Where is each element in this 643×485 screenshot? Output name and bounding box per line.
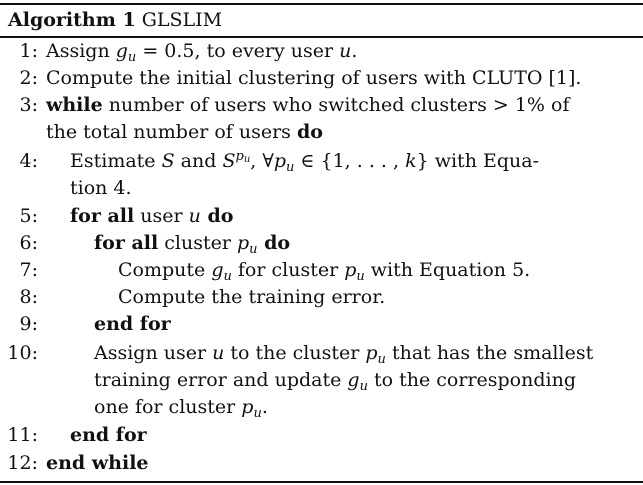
line-number: 12: [7, 452, 38, 474]
line-text: Compute the training error. [118, 286, 386, 308]
line-text: for all user u do [70, 205, 234, 227]
line-number: 6: [19, 232, 39, 254]
line-number: 2: [19, 67, 39, 89]
line-number: 10: [7, 342, 38, 364]
line-number: 11: [7, 424, 38, 446]
line-text: end for [70, 424, 147, 446]
algorithm-title: Algorithm 1 GLSLIM [8, 8, 222, 32]
line-number: 5: [19, 205, 39, 227]
line-text: Assign gu = 0.5, to every user u. [46, 40, 358, 65]
line-text: training error and update gu to the corr… [94, 369, 576, 394]
line-number: 9: [19, 313, 39, 335]
keyword-do: do [296, 121, 323, 143]
line-number: 4: [19, 150, 39, 172]
bottom-rule [0, 481, 643, 483]
line-text: Assign user u to the cluster pu that has… [94, 342, 594, 367]
line-text: Compute gu for cluster pu with Equation … [118, 259, 531, 284]
line-text: Estimate S and Spu, ∀pu ∈ {1, . . . , k}… [70, 149, 539, 175]
line-number: 1: [19, 40, 39, 62]
top-rule [0, 3, 643, 5]
header-rule [0, 36, 643, 38]
line-number: 3: [19, 94, 39, 116]
line-number: 8: [19, 286, 39, 308]
keyword-while: while [46, 94, 103, 116]
line-number: 7: [19, 259, 39, 281]
algorithm-label: Algorithm 1 [8, 9, 136, 31]
line-text: end for [94, 313, 171, 335]
algorithm-name: GLSLIM [141, 9, 223, 31]
line-text: the total number of users do [46, 121, 323, 143]
line-text: tion 4. [70, 177, 132, 199]
line-text: one for cluster pu. [94, 396, 268, 421]
line-text: for all cluster pu do [94, 232, 291, 257]
line-text: Compute the initial clustering of users … [46, 67, 582, 89]
line-text: while number of users who switched clust… [46, 94, 570, 116]
line-text: end while [46, 452, 149, 474]
